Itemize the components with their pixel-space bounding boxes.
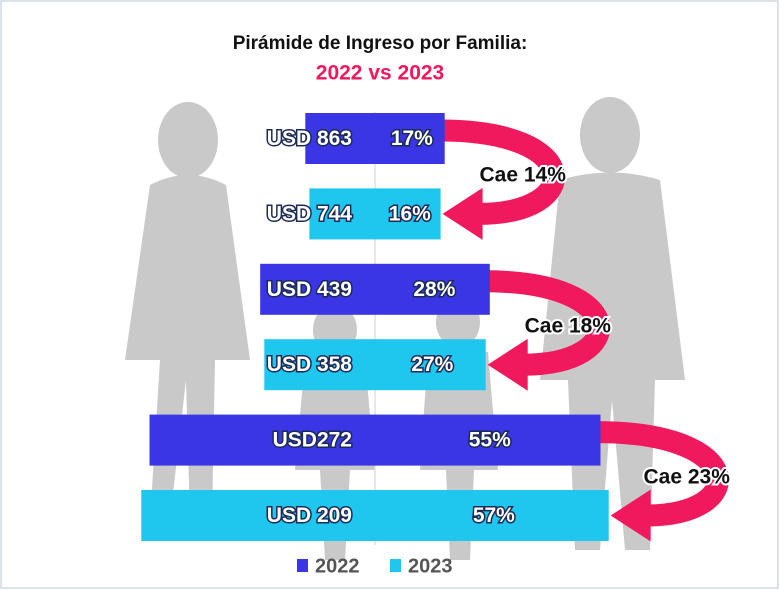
bar: [141, 490, 609, 541]
chart-subtitle: 2022 vs 2023: [316, 62, 444, 85]
legend-label: 2023: [408, 555, 453, 577]
arrow: [485, 270, 610, 376]
category-label: USD 209: [267, 504, 352, 527]
category-label: USD 744: [267, 202, 353, 225]
category-label: USD272: [273, 429, 352, 452]
arrow: [596, 421, 729, 527]
chart-title: Pirámide de Ingreso por Familia:: [233, 33, 528, 54]
annotation: Cae 14%: [480, 164, 567, 187]
legend-label: 2022: [315, 555, 360, 577]
value-label: 27%: [411, 353, 453, 376]
bar: [149, 414, 601, 466]
legend-swatch: [390, 559, 401, 572]
annotation: Cae 18%: [525, 315, 612, 338]
value-label: 57%: [473, 504, 515, 527]
arrow-head: [610, 489, 651, 542]
bar: [264, 339, 486, 391]
arrows: [440, 119, 729, 542]
category-label: USD 863: [267, 127, 352, 150]
value-label: 16%: [389, 202, 431, 225]
arrow-head: [487, 338, 528, 391]
bar: [305, 113, 445, 164]
value-label: 55%: [469, 429, 511, 452]
bar: [309, 188, 441, 240]
value-label: 17%: [391, 127, 433, 150]
annotation: Cae 23%: [644, 465, 731, 488]
category-label: USD 358: [267, 353, 353, 376]
category-label: USD 439: [267, 278, 352, 301]
arrow-head: [442, 187, 483, 240]
legend-swatch: [297, 559, 308, 572]
bar: [260, 263, 490, 315]
bars: USD 863 17% USD 744 16% USD 439 28% USD 358 27%…: [141, 113, 609, 541]
value-label: 28%: [413, 278, 455, 301]
arrow: [440, 119, 565, 225]
